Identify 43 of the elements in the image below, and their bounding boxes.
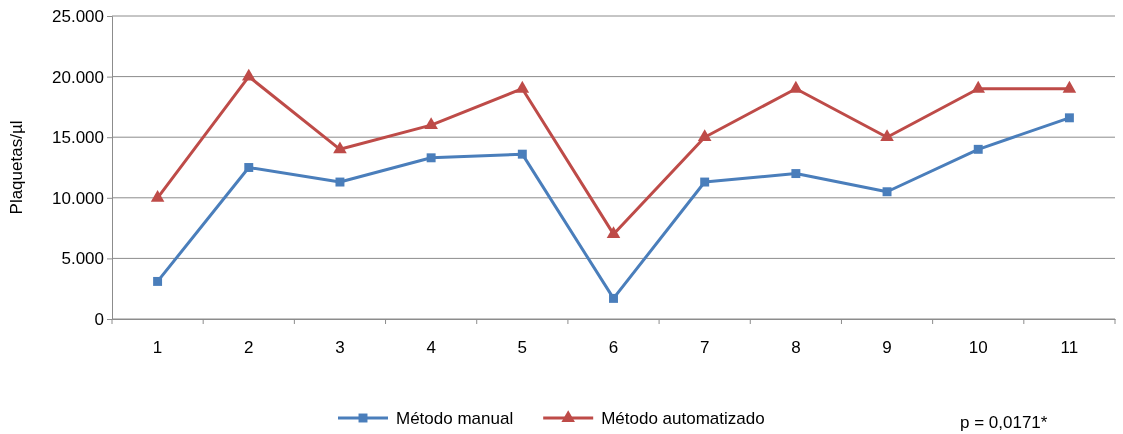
y-tick-label: 5.000 xyxy=(61,249,104,269)
point xyxy=(426,153,436,163)
x-tick-label: 7 xyxy=(699,338,710,358)
point xyxy=(335,177,345,187)
point xyxy=(515,80,530,93)
y-tick-label: 0 xyxy=(94,309,104,329)
x-tick-label: 5 xyxy=(517,338,528,358)
point xyxy=(606,226,621,239)
point xyxy=(153,276,163,286)
x-tick-label: 10 xyxy=(968,338,988,358)
point xyxy=(971,80,986,93)
x-tick-label: 9 xyxy=(882,338,892,358)
x-tick-label: 6 xyxy=(608,338,619,358)
point xyxy=(973,144,983,154)
x-tick-label: 3 xyxy=(335,338,345,358)
point xyxy=(789,80,803,93)
point xyxy=(241,68,256,81)
y-tick-label: 15.000 xyxy=(52,128,104,148)
point xyxy=(880,129,894,142)
y-tick-label: 25.000 xyxy=(52,6,104,26)
point xyxy=(244,163,254,172)
x-tick-label: 4 xyxy=(426,338,436,358)
x-tick-label: 1 xyxy=(152,338,163,358)
point xyxy=(882,187,892,197)
point xyxy=(791,169,801,179)
point xyxy=(333,141,347,154)
x-tick-label: 11 xyxy=(1060,338,1079,358)
x-tick-label: 8 xyxy=(791,338,801,358)
y-axis-title: Plaquetas/µl xyxy=(7,120,26,215)
y-tick-label: 10.000 xyxy=(52,188,104,208)
x-tick-label: 2 xyxy=(244,338,254,358)
point xyxy=(700,177,710,187)
point xyxy=(517,149,527,159)
point xyxy=(609,293,618,303)
text: p = 0,0171* xyxy=(960,413,1048,432)
legend-label: Método automatizado xyxy=(601,409,765,428)
legend-label: Método manual xyxy=(396,409,514,428)
y-tick-label: 20.000 xyxy=(52,67,104,87)
point xyxy=(424,117,438,129)
point xyxy=(1064,113,1074,123)
point xyxy=(1062,80,1077,93)
point xyxy=(150,189,165,202)
point xyxy=(697,129,712,142)
